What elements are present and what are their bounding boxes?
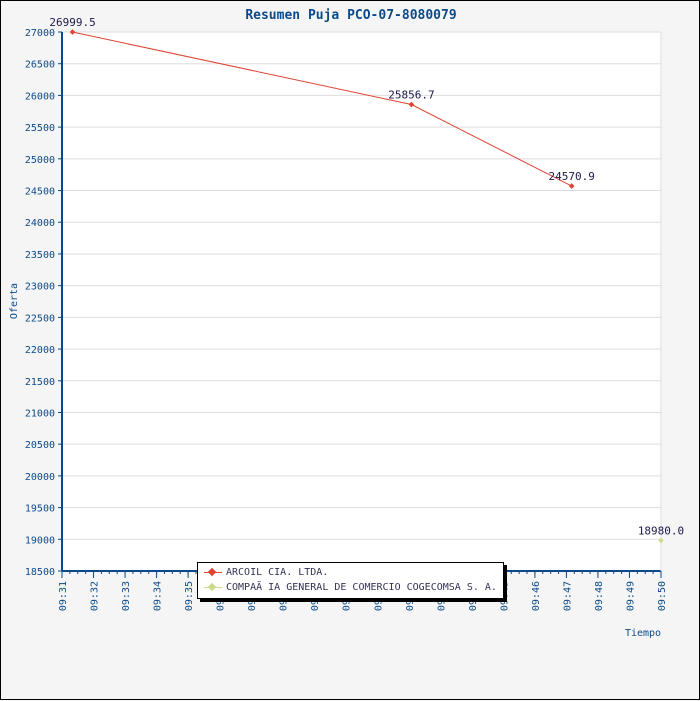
data-point-0-0 xyxy=(69,29,76,35)
legend-item-arcoil: ARCOIL CIA. LTDA. xyxy=(204,566,328,580)
grid-lines xyxy=(62,31,661,572)
y-tick-label: 27000 xyxy=(25,28,55,39)
y-axis-ticks: 18500 19000 19500 20000 20500 21000 21500 22000… xyxy=(25,28,62,578)
legend: ARCOIL CIA. LTDA. COMPAÃ IA GENERAL DE C… xyxy=(197,562,504,599)
data-point-0-2 xyxy=(568,183,575,189)
x-tick-label: 09:33 xyxy=(121,581,132,611)
y-tick-label: 19500 xyxy=(25,504,55,515)
chart-title: Resumen Puja PCO-07-8080079 xyxy=(245,8,456,23)
y-tick-label: 19000 xyxy=(25,535,55,546)
x-tick-label: 09:34 xyxy=(153,581,164,611)
data-label-0-1: 25856.7 xyxy=(388,88,434,101)
x-axis-label: Tiempo xyxy=(625,628,661,639)
legend-swatch-cogecomsa xyxy=(204,581,222,595)
y-tick-label: 23000 xyxy=(25,282,55,293)
y-tick-label: 20000 xyxy=(25,472,55,483)
data-label-1-0: 18980.0 xyxy=(638,525,684,538)
y-tick-label: 21500 xyxy=(25,377,55,388)
x-tick-label: 09:35 xyxy=(184,581,195,611)
y-tick-label: 20500 xyxy=(25,440,55,451)
legend-swatch-arcoil xyxy=(204,566,222,580)
x-tick-label: 09:45 xyxy=(499,581,510,611)
y-tick-label: 21000 xyxy=(25,408,55,419)
y-axis-label: Oferta xyxy=(9,283,20,319)
legend-label-arcoil: ARCOIL CIA. LTDA. xyxy=(226,567,329,578)
data-label-0-2: 24570.9 xyxy=(548,170,594,183)
x-tick-label: 09:49 xyxy=(625,581,636,611)
series: 26999.5 25856.7 24570.9 18980.0 xyxy=(49,16,684,544)
legend-item-cogecomsa: COMPAÃ IA GENERAL DE COMERCIO COGECOMSA … xyxy=(204,581,497,595)
y-tick-label: 18500 xyxy=(25,567,55,578)
x-tick-label: 09:47 xyxy=(562,581,573,611)
x-tick-label: 09:48 xyxy=(594,581,605,611)
y-tick-label: 23500 xyxy=(25,250,55,261)
y-tick-label: 26500 xyxy=(25,60,55,71)
legend-label-cogecomsa: COMPAÃ IA GENERAL DE COMERCIO COGECOMSA … xyxy=(226,582,497,593)
y-tick-label: 22000 xyxy=(25,345,55,356)
y-tick-label: 26000 xyxy=(25,91,55,102)
plot-area xyxy=(62,32,661,571)
x-tick-label: 09:31 xyxy=(58,581,69,611)
x-tick-label: 09:32 xyxy=(90,581,101,611)
data-point-1-0 xyxy=(658,537,664,544)
x-tick-label: 09:50 xyxy=(657,581,668,611)
y-tick-label: 25500 xyxy=(25,123,55,134)
data-label-0-0: 26999.5 xyxy=(49,16,95,29)
x-tick-label: 09:46 xyxy=(531,581,542,611)
y-tick-label: 25000 xyxy=(25,155,55,166)
y-tick-label: 24500 xyxy=(25,187,55,198)
y-tick-label: 24000 xyxy=(25,218,55,229)
data-point-0-1 xyxy=(408,101,415,108)
y-tick-label: 22500 xyxy=(25,313,55,324)
